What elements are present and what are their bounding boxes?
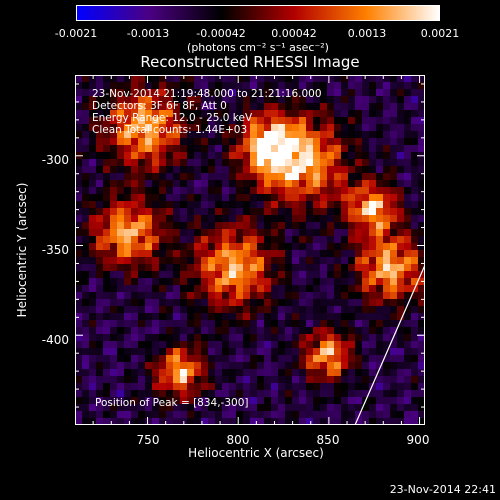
info-energy: Energy Range: 12.0 - 25.0 keV: [92, 112, 253, 124]
colorbar-tick: -0.0013: [126, 27, 170, 40]
image-canvas: [75, 75, 425, 425]
image-plot: [75, 75, 425, 425]
x-tick: 800: [226, 433, 250, 447]
info-time: 23-Nov-2014 21:19:48.000 to 21:21:16.000: [92, 88, 322, 100]
colorbar-tick: 0.0013: [347, 27, 387, 40]
plot-title: Reconstructed RHESSI Image: [140, 53, 360, 71]
colorbar-tick: -0.00042: [196, 27, 246, 40]
colorbar-unit: (photons cm⁻² s⁻¹ asec⁻²): [187, 41, 329, 54]
info-detectors: Detectors: 3F 6F 8F, Att 0: [92, 100, 227, 112]
x-tick: 850: [316, 433, 340, 447]
info-clean: Clean Total counts: 1.44E+03: [92, 124, 248, 136]
timestamp: 23-Nov-2014 22:41: [389, 483, 496, 496]
plot-frame: [75, 75, 425, 425]
y-tick: -400: [41, 333, 69, 347]
y-tick: -300: [41, 153, 69, 167]
x-tick: 750: [136, 433, 160, 447]
y-tick: -350: [41, 243, 69, 257]
peak-position: Position of Peak = [834,-300]: [95, 397, 249, 409]
y-axis-label: Heliocentric Y (arcsec): [15, 182, 29, 318]
colorbar-tick: 0.0021: [420, 27, 460, 40]
colorbar: [76, 5, 440, 21]
colorbar-tick: 0.00042: [271, 27, 317, 40]
solar-limb-line: [354, 264, 425, 425]
x-tick: 900: [406, 433, 430, 447]
colorbar-tick: -0.0021: [54, 27, 98, 40]
x-axis-label: Heliocentric X (arcsec): [188, 446, 324, 460]
